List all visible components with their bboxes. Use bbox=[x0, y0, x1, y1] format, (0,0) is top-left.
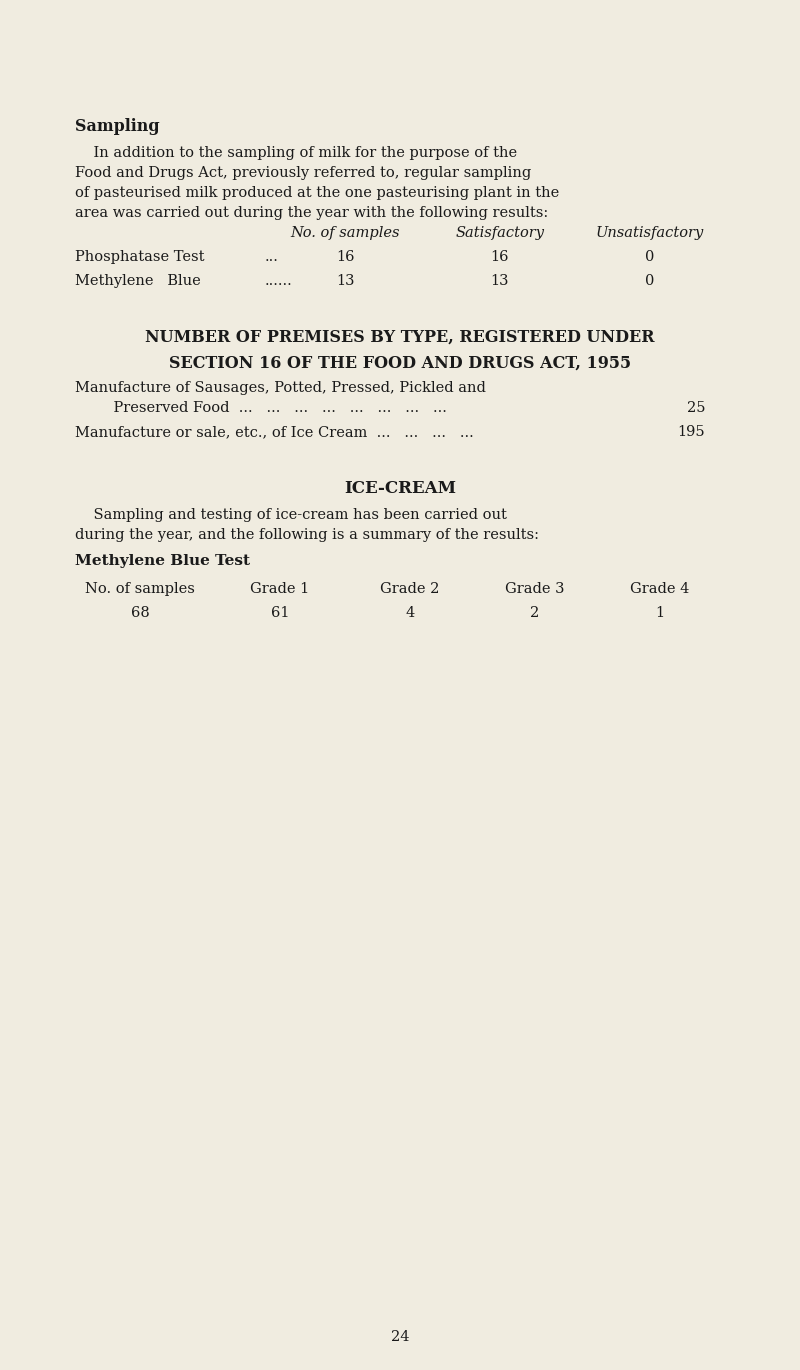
Text: Grade 4: Grade 4 bbox=[630, 582, 690, 596]
Text: No. of samples: No. of samples bbox=[85, 582, 195, 596]
Text: Sampling and testing of ice-cream has been carried out: Sampling and testing of ice-cream has be… bbox=[75, 508, 507, 522]
Text: Food and Drugs Act, previously referred to, regular sampling: Food and Drugs Act, previously referred … bbox=[75, 166, 531, 179]
Text: ......: ...... bbox=[265, 274, 293, 288]
Text: 0: 0 bbox=[646, 274, 654, 288]
Text: Grade 1: Grade 1 bbox=[250, 582, 310, 596]
Text: of pasteurised milk produced at the one pasteurising plant in the: of pasteurised milk produced at the one … bbox=[75, 186, 559, 200]
Text: 0: 0 bbox=[646, 249, 654, 264]
Text: 68: 68 bbox=[130, 606, 150, 621]
Text: Methylene   Blue: Methylene Blue bbox=[75, 274, 201, 288]
Text: Methylene Blue Test: Methylene Blue Test bbox=[75, 553, 250, 569]
Text: 16: 16 bbox=[490, 249, 510, 264]
Text: In addition to the sampling of milk for the purpose of the: In addition to the sampling of milk for … bbox=[75, 147, 517, 160]
Text: NUMBER OF PREMISES BY TYPE, REGISTERED UNDER: NUMBER OF PREMISES BY TYPE, REGISTERED U… bbox=[146, 329, 654, 347]
Text: ICE-CREAM: ICE-CREAM bbox=[344, 479, 456, 497]
Text: Sampling: Sampling bbox=[75, 118, 160, 136]
Text: during the year, and the following is a summary of the results:: during the year, and the following is a … bbox=[75, 527, 539, 543]
Text: 2: 2 bbox=[530, 606, 540, 621]
Text: Preserved Food  ...   ...   ...   ...   ...   ...   ...   ...: Preserved Food ... ... ... ... ... ... .… bbox=[95, 401, 447, 415]
Text: 16: 16 bbox=[336, 249, 354, 264]
Text: 25: 25 bbox=[686, 401, 705, 415]
Text: Grade 2: Grade 2 bbox=[380, 582, 440, 596]
Text: Manufacture or sale, etc., of Ice Cream  ...   ...   ...   ...: Manufacture or sale, etc., of Ice Cream … bbox=[75, 425, 474, 438]
Text: Unsatisfactory: Unsatisfactory bbox=[596, 226, 704, 240]
Text: 195: 195 bbox=[678, 425, 705, 438]
Text: ...: ... bbox=[265, 249, 279, 264]
Text: area was carried out during the year with the following results:: area was carried out during the year wit… bbox=[75, 206, 548, 221]
Text: 24: 24 bbox=[390, 1330, 410, 1344]
Text: SECTION 16 OF THE FOOD AND DRUGS ACT, 1955: SECTION 16 OF THE FOOD AND DRUGS ACT, 19… bbox=[169, 355, 631, 373]
Text: 4: 4 bbox=[406, 606, 414, 621]
Text: No. of samples: No. of samples bbox=[290, 226, 400, 240]
Text: 61: 61 bbox=[270, 606, 290, 621]
Text: Phosphatase Test: Phosphatase Test bbox=[75, 249, 205, 264]
Text: Satisfactory: Satisfactory bbox=[455, 226, 545, 240]
Text: 13: 13 bbox=[336, 274, 354, 288]
Text: Manufacture of Sausages, Potted, Pressed, Pickled and: Manufacture of Sausages, Potted, Pressed… bbox=[75, 381, 486, 395]
Text: 1: 1 bbox=[655, 606, 665, 621]
Text: Grade 3: Grade 3 bbox=[506, 582, 565, 596]
Text: 13: 13 bbox=[490, 274, 510, 288]
